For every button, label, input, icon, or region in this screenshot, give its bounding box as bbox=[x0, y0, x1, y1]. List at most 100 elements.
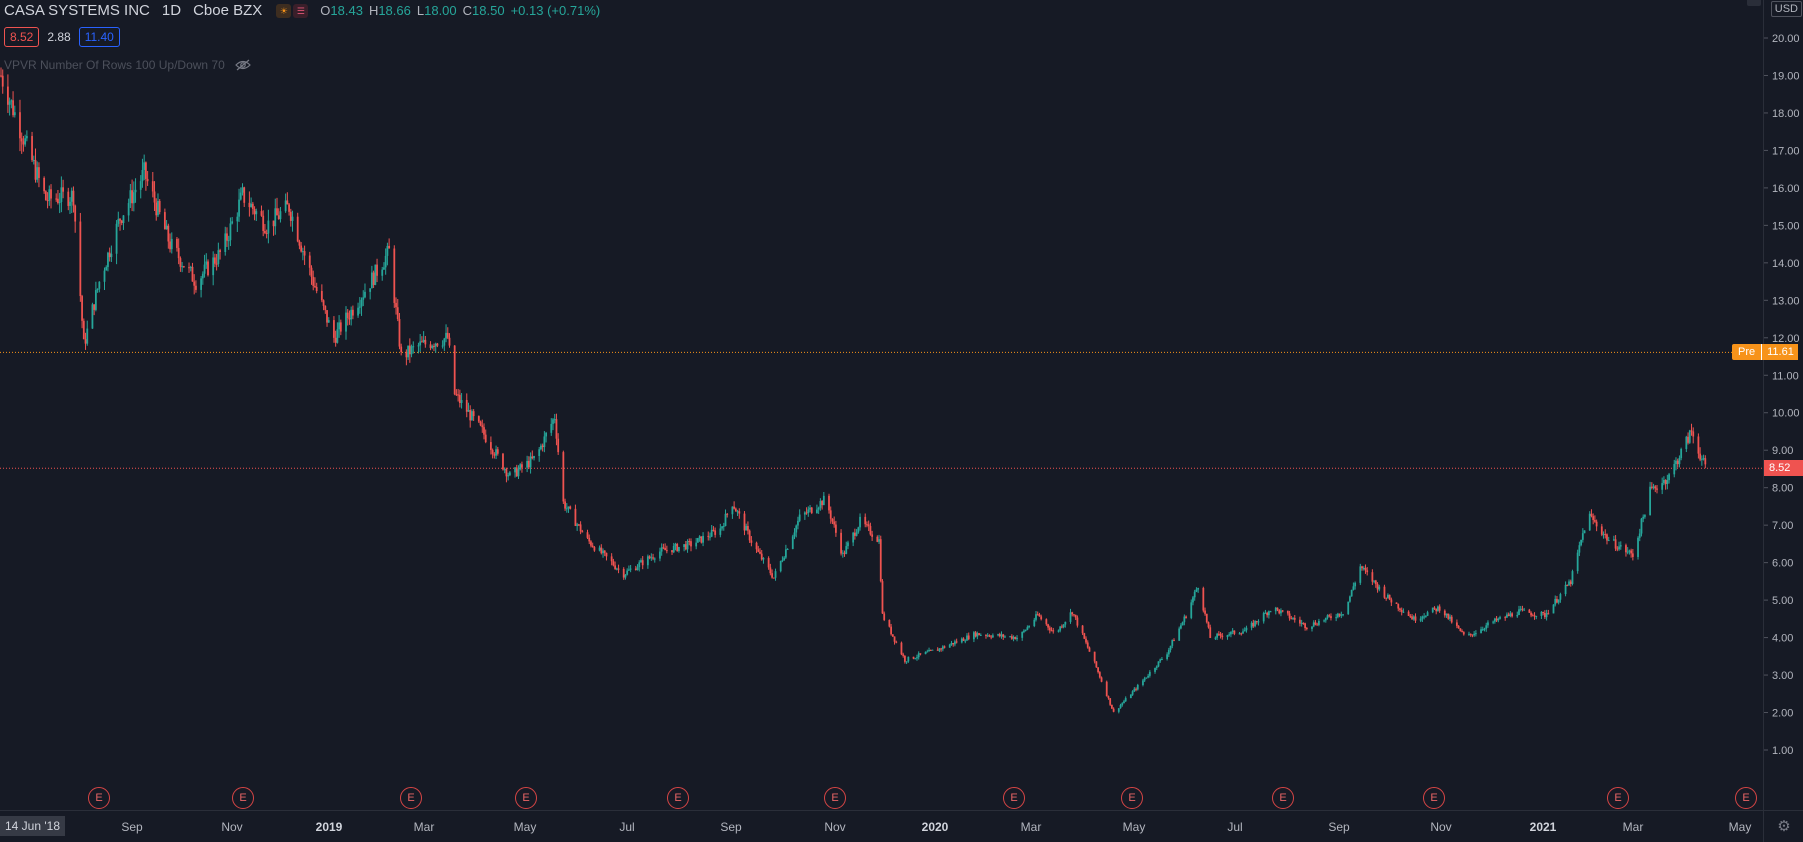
currency-button[interactable]: USD bbox=[1770, 1, 1802, 17]
candle-body bbox=[1267, 611, 1270, 616]
candle-body bbox=[781, 560, 784, 562]
candle-body bbox=[791, 536, 794, 549]
candle-body bbox=[590, 541, 592, 546]
candle-body bbox=[1109, 698, 1112, 705]
candle-body bbox=[1631, 553, 1634, 557]
interval-label[interactable]: 1D bbox=[161, 2, 182, 19]
candlestick-chart[interactable] bbox=[0, 0, 1763, 810]
candle-body bbox=[119, 218, 121, 221]
candle-body bbox=[1583, 530, 1586, 534]
candle-body bbox=[81, 296, 83, 321]
candle-body bbox=[105, 267, 108, 271]
candle-body bbox=[1000, 634, 1003, 637]
bid-price[interactable]: 8.52 bbox=[4, 27, 40, 47]
earnings-marker[interactable]: E bbox=[232, 787, 254, 809]
candle-body bbox=[966, 635, 968, 641]
candle-body bbox=[1588, 513, 1591, 531]
candle-body bbox=[1411, 616, 1413, 620]
candle-body bbox=[1040, 616, 1043, 620]
candle-body bbox=[1533, 615, 1536, 617]
symbol-name[interactable]: CASA SYSTEMS INC bbox=[4, 2, 150, 19]
collapse-button[interactable] bbox=[1747, 0, 1761, 6]
time-tick-label: Sep bbox=[121, 820, 143, 834]
candle-body bbox=[821, 501, 823, 506]
candle-body bbox=[1543, 613, 1546, 618]
candle-body bbox=[1650, 486, 1653, 488]
time-tick-label: Sep bbox=[720, 820, 742, 834]
candle-body bbox=[1238, 633, 1241, 635]
candle-body bbox=[662, 547, 665, 549]
candle-body bbox=[1288, 613, 1291, 619]
candle-body bbox=[1161, 659, 1163, 661]
price-tick-label: 13.00 bbox=[1772, 295, 1800, 307]
candle-body bbox=[1009, 636, 1012, 638]
earnings-marker[interactable]: E bbox=[515, 787, 537, 809]
candle-body bbox=[443, 338, 446, 346]
candle-body bbox=[810, 507, 813, 514]
earnings-marker[interactable]: E bbox=[1272, 787, 1294, 809]
price-scale[interactable]: 20.00 19.00 18.00 17.00 16.00 15.00 14.00 13.00… bbox=[1764, 0, 1803, 810]
gear-icon[interactable]: ⚙ bbox=[1777, 818, 1791, 835]
candle-body bbox=[565, 508, 568, 510]
candle-body bbox=[1480, 629, 1482, 634]
candle-body bbox=[181, 266, 184, 268]
candle-body bbox=[1595, 521, 1598, 527]
candle-body bbox=[1664, 479, 1667, 485]
earnings-marker[interactable]: E bbox=[1423, 787, 1445, 809]
candle-body bbox=[734, 508, 737, 512]
candle-body bbox=[1518, 609, 1520, 615]
time-tick-label: May bbox=[1728, 820, 1752, 834]
candle-body bbox=[1142, 680, 1144, 685]
candle-body bbox=[916, 657, 918, 659]
candle-body bbox=[1545, 613, 1548, 618]
candle-body bbox=[750, 540, 753, 543]
candle-body bbox=[1123, 701, 1125, 704]
candle-body bbox=[990, 636, 993, 638]
earnings-marker[interactable]: E bbox=[1607, 787, 1629, 809]
candle-body bbox=[1699, 453, 1702, 460]
candle-body bbox=[816, 509, 818, 514]
spread-value: 2.88 bbox=[47, 30, 71, 44]
earnings-marker[interactable]: E bbox=[824, 787, 846, 809]
time-axis[interactable]: 14 Jun '18 Sep Nov 2019 Mar May Jul Sep Nov 2020… bbox=[0, 810, 1763, 842]
earnings-marker[interactable]: E bbox=[400, 787, 422, 809]
eye-slash-icon[interactable] bbox=[234, 59, 251, 71]
candle-body bbox=[883, 613, 886, 620]
candle-body bbox=[564, 501, 566, 509]
candle-body bbox=[1564, 584, 1567, 595]
candle-body bbox=[1607, 540, 1610, 542]
candle-body bbox=[1173, 640, 1175, 642]
candle-body bbox=[1692, 431, 1695, 437]
earnings-marker[interactable]: E bbox=[1735, 787, 1757, 809]
candle-body bbox=[1048, 627, 1051, 631]
earnings-marker[interactable]: E bbox=[88, 787, 110, 809]
candle-body bbox=[167, 225, 170, 242]
candle-body bbox=[1600, 526, 1603, 535]
earnings-marker[interactable]: E bbox=[667, 787, 689, 809]
earnings-marker[interactable]: E bbox=[1121, 787, 1143, 809]
flag-icon[interactable]: ☰ bbox=[293, 3, 309, 18]
candle-body bbox=[1481, 629, 1484, 631]
candle-body bbox=[902, 654, 905, 656]
candle-body bbox=[448, 337, 451, 346]
candle-body bbox=[303, 251, 306, 256]
candle-body bbox=[94, 290, 97, 310]
candle-body bbox=[1097, 667, 1099, 673]
indicator-label[interactable]: VPVR Number Of Rows 100 Up/Down 70 bbox=[4, 58, 225, 72]
candle-body bbox=[227, 240, 230, 242]
indicator-legend[interactable]: VPVR Number Of Rows 100 Up/Down 70 bbox=[4, 58, 251, 72]
candle-body bbox=[904, 655, 906, 662]
ask-price[interactable]: 11.40 bbox=[78, 27, 120, 47]
sun-icon[interactable]: ☀ bbox=[276, 3, 292, 18]
candle-body bbox=[1300, 622, 1303, 624]
chart-pane[interactable]: CASA SYSTEMS INC 1D Cboe BZX ☀ ☰ O 18.43 … bbox=[0, 0, 1763, 810]
candle-body bbox=[358, 306, 361, 308]
earnings-marker[interactable]: E bbox=[1003, 787, 1025, 809]
low-value: 18.00 bbox=[424, 3, 457, 18]
candle-body bbox=[238, 199, 240, 217]
candle-body bbox=[1340, 614, 1343, 616]
price-axis[interactable]: 20.00 19.00 18.00 17.00 16.00 15.00 14.00 13.00… bbox=[1763, 0, 1803, 810]
symbol-legend[interactable]: CASA SYSTEMS INC 1D Cboe BZX ☀ ☰ O 18.43 … bbox=[4, 2, 606, 19]
candle-body bbox=[605, 552, 608, 557]
candle-body bbox=[182, 266, 185, 268]
